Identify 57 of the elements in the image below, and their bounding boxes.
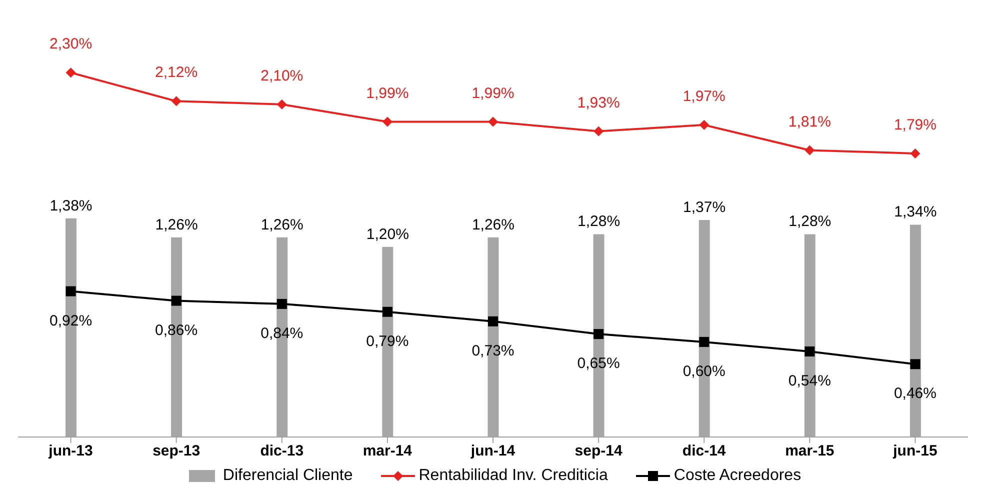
legend-label: Coste Acreedores	[672, 467, 802, 485]
data-label: 2,10%	[260, 67, 304, 84]
point	[171, 96, 182, 106]
data-label: 0,65%	[577, 355, 620, 372]
point	[804, 346, 815, 356]
data-label: 0,84%	[260, 324, 304, 342]
x-tick-label: dic-14	[682, 442, 726, 460]
data-label: 2,30%	[50, 36, 92, 53]
data-label: 0,92%	[50, 312, 92, 330]
legend-label: Rentabilidad Inv. Crediticia	[418, 467, 608, 485]
point	[66, 68, 76, 78]
point	[171, 296, 182, 306]
data-label: 1,26%	[260, 216, 304, 234]
point	[382, 116, 392, 127]
point	[488, 316, 498, 326]
data-label: 2,12%	[155, 64, 198, 82]
data-label: 0,54%	[788, 372, 831, 390]
point	[382, 306, 392, 317]
data-label: 0,73%	[472, 342, 514, 360]
data-label: 1,93%	[577, 94, 620, 112]
point	[66, 286, 76, 296]
point	[910, 359, 920, 370]
point	[910, 148, 920, 158]
data-label: 1,28%	[578, 213, 620, 230]
x-tick-label: mar-15	[785, 442, 834, 460]
x-tick-label: jun-13	[48, 442, 93, 460]
point	[804, 145, 815, 156]
point	[488, 116, 498, 127]
point	[276, 99, 287, 110]
point	[699, 120, 710, 130]
data-label: 0,79%	[366, 332, 409, 350]
data-label: 0,86%	[155, 322, 198, 339]
data-label: 1,28%	[788, 213, 832, 230]
data-label: 1,99%	[472, 84, 514, 102]
point	[276, 298, 287, 309]
data-label: 1,20%	[366, 226, 409, 243]
data-label: 1,79%	[894, 116, 936, 134]
data-label: 0,46%	[894, 385, 936, 402]
data-label: 1,97%	[682, 88, 726, 105]
data-label: 1,99%	[366, 84, 409, 102]
data-label: 1,34%	[894, 204, 937, 221]
data-label: 1,38%	[50, 197, 92, 214]
x-tick-label: mar-14	[362, 442, 413, 460]
x-tick-label: dic-13	[260, 442, 304, 460]
data-label: 1,37%	[683, 198, 726, 216]
point	[594, 126, 604, 136]
data-label: 1,81%	[788, 113, 831, 130]
point	[699, 336, 710, 347]
data-label: 1,26%	[155, 216, 198, 234]
x-tick-label: sep-14	[574, 442, 623, 460]
data-label: 0,60%	[682, 362, 726, 380]
data-label: 1,26%	[472, 216, 514, 234]
x-tick-label: jun-15	[892, 442, 938, 460]
point	[594, 329, 604, 340]
legend-label: Diferencial Cliente	[222, 467, 353, 485]
x-tick-label: sep-13	[152, 442, 200, 460]
x-tick-label: jun-14	[470, 442, 516, 460]
